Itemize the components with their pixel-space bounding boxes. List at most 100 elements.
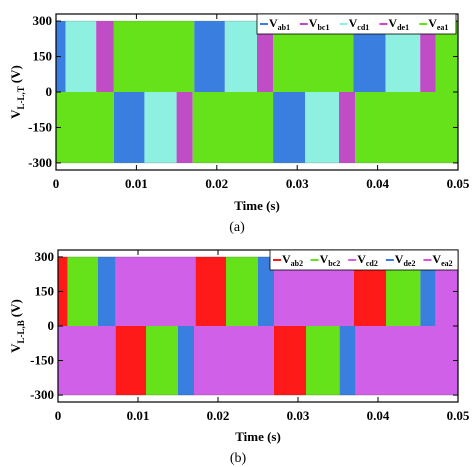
legend-entry: Vcd1 — [349, 16, 370, 32]
y-axis-label-sub: L-L,T — [16, 86, 26, 109]
legend-entry-sub: ea2 — [441, 259, 453, 268]
waveform-segment-negative — [273, 92, 306, 163]
legend-entry-sub: bc1 — [317, 23, 329, 32]
legend-entry-name: V — [309, 16, 318, 30]
legend: Vab2 Vbc2 Vcd2 Vde2 Vea2 — [269, 249, 459, 271]
legend-entry-name: V — [269, 16, 278, 30]
waveform-segment-positive — [224, 21, 257, 92]
y-axis-label: VL-L,T (V) — [8, 65, 26, 119]
waveform-segment-negative — [306, 326, 340, 396]
x-tick-label: 0.04 — [367, 408, 390, 423]
legend: Vab1 Vbc1 Vcd1 Vde1 Vea1 — [256, 13, 457, 35]
y-tick-label: 150 — [35, 283, 55, 298]
legend-entry-sub: ea1 — [437, 23, 449, 32]
legend-entry-name: V — [395, 252, 404, 266]
waveform-segment-positive — [226, 256, 258, 326]
legend-entry-name: V — [282, 252, 291, 266]
waveform-segment-negative — [192, 92, 274, 163]
y-tick-label: -150 — [28, 119, 52, 134]
waveform-segment-negative — [194, 326, 274, 396]
waveform-segment-positive — [65, 21, 97, 92]
x-axis-label: Time (s) — [235, 429, 281, 444]
legend-entry-name: V — [349, 16, 358, 30]
y-tick-label: 150 — [33, 49, 53, 64]
legend-box — [269, 249, 459, 271]
waveform-segment-negative — [56, 92, 114, 163]
waveform-segment-negative — [339, 326, 356, 396]
legend-entry-sub: de1 — [397, 23, 409, 32]
y-tick-label: -300 — [28, 155, 52, 170]
waveform-segment-negative — [339, 92, 356, 163]
legend-entry-sub: de2 — [403, 259, 415, 268]
y-axis-label-main: V — [8, 109, 23, 119]
x-tick-label: 0.04 — [366, 176, 389, 191]
legend-entry: Vcd2 — [357, 252, 378, 268]
y-tick-label: 0 — [46, 84, 53, 99]
y-tick-label: -150 — [30, 353, 54, 368]
x-axis-label: Time (s) — [234, 198, 280, 213]
x-tick-label: 0.01 — [127, 408, 150, 423]
waveform-segment-positive — [96, 21, 114, 92]
waveform-segment-negative — [144, 92, 177, 163]
waveform-segment-negative — [355, 326, 458, 396]
waveform-segment-positive — [195, 256, 226, 326]
waveform-segment-positive — [258, 256, 274, 326]
panel-caption: (a) — [229, 220, 245, 235]
x-tick-label: 0.03 — [287, 408, 310, 423]
waveform-segment-negative — [115, 326, 146, 396]
legend-entry: Vbc1 — [309, 16, 330, 32]
y-tick-label: -300 — [30, 387, 54, 402]
y-tick-label: 0 — [48, 318, 55, 333]
legend-entry: Vde2 — [395, 252, 416, 268]
x-tick-label: 0.01 — [125, 176, 148, 191]
legend-entry-sub: cd2 — [366, 259, 378, 268]
legend-entry-name: V — [320, 252, 329, 266]
waveform-segment-positive — [98, 256, 116, 326]
legend-entry: Vab2 — [282, 252, 303, 268]
waveform-segment-negative — [113, 92, 145, 163]
waveform-segment-positive — [257, 21, 274, 92]
waveform-segment-positive — [115, 256, 196, 326]
legend-entry-sub: cd1 — [357, 23, 369, 32]
waveform-segment-positive — [420, 21, 436, 92]
y-tick-label: 300 — [35, 249, 55, 264]
waveform-segment-positive — [113, 21, 195, 92]
panel-caption: (b) — [230, 451, 247, 466]
legend-entry-name: V — [432, 252, 441, 266]
legend-entry: Vea1 — [428, 16, 448, 32]
y-axis-label: VL-L,B (V) — [8, 299, 26, 353]
waveform-segment-positive — [194, 21, 225, 92]
x-tick-label: 0.05 — [447, 176, 470, 191]
legend-entry: Vde1 — [388, 16, 409, 32]
legend-entry-sub: ab1 — [278, 23, 290, 32]
legend-box — [256, 13, 457, 35]
legend-entry-sub: ab2 — [291, 259, 303, 268]
x-tick-label: 0.05 — [447, 408, 470, 423]
legend-entry: Vbc2 — [320, 252, 341, 268]
waveform-segment-positive — [435, 21, 458, 92]
y-axis-label-unit: (V) — [8, 65, 23, 83]
x-tick-label: 0.02 — [207, 408, 230, 423]
x-tick-label: 0 — [55, 408, 62, 423]
waveform-segment-positive — [67, 256, 98, 326]
waveform-segment-positive — [420, 256, 436, 326]
waveform-segment-positive — [435, 256, 458, 326]
waveform-segment-negative — [146, 326, 178, 396]
x-tick-label: 0.03 — [286, 176, 309, 191]
waveform-segment-negative — [305, 92, 340, 163]
legend-entry-name: V — [388, 16, 397, 30]
legend-entry: Vab1 — [269, 16, 290, 32]
waveform-segment-negative — [355, 92, 458, 163]
waveform-segment-negative — [178, 326, 194, 396]
waveform-segment-negative — [274, 326, 306, 396]
legend-entry-sub: bc2 — [328, 259, 340, 268]
x-tick-label: 0 — [53, 176, 60, 191]
legend-entry-name: V — [428, 16, 437, 30]
waveform-segment-negative — [176, 92, 193, 163]
y-axis-label-main: V — [8, 343, 23, 353]
y-axis-label-unit: (V) — [8, 299, 23, 317]
waveform-segment-negative — [58, 326, 116, 396]
